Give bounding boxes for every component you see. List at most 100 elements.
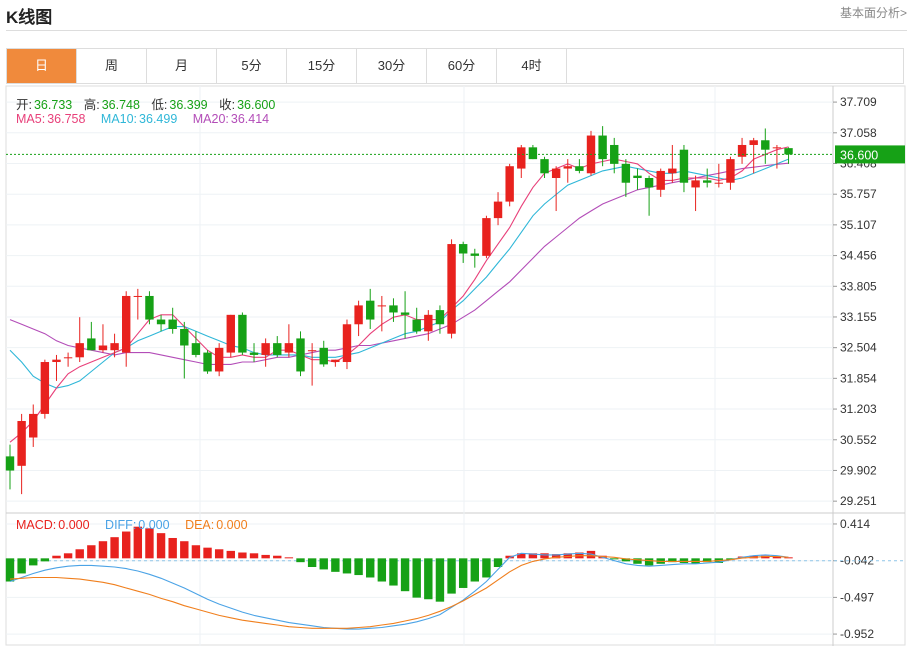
macd-bar	[703, 558, 712, 563]
candle-body	[5, 456, 15, 471]
macd-bar	[63, 553, 73, 559]
candle-body	[703, 180, 712, 183]
macd-bar	[238, 552, 247, 559]
candle-body	[284, 343, 294, 353]
tab-week[interactable]: 周	[77, 49, 147, 83]
y-tick-label: 32.504	[840, 341, 877, 355]
macd-bar	[389, 558, 398, 586]
macd-bar	[226, 550, 235, 559]
ma-info: MA5: 36.758 MA10: 36.499 MA20: 36.414	[16, 112, 271, 126]
macd-tick-label: -0.952	[840, 627, 874, 641]
page-title: K线图	[6, 8, 53, 27]
high-value: 36.748	[101, 98, 140, 112]
candle-body	[563, 166, 572, 169]
tab-day[interactable]: 日	[7, 49, 77, 83]
tab-60min[interactable]: 60分	[427, 49, 497, 83]
macd-bar	[633, 558, 642, 564]
candle-body	[517, 147, 526, 169]
macd-bar	[493, 558, 503, 568]
candle-body	[366, 300, 375, 320]
y-tick-label: 34.456	[840, 249, 877, 263]
low-label: 低:	[151, 98, 168, 112]
macd-bar	[87, 545, 96, 559]
candle-body	[656, 170, 665, 190]
ma10-line	[9, 158, 789, 389]
candle-body	[307, 350, 317, 352]
macd-label: MACD:	[16, 518, 57, 532]
diff-label: DIFF:	[105, 518, 137, 532]
header: K线图 基本面分析>	[0, 0, 913, 34]
candle-body	[679, 149, 689, 183]
macd-bar	[726, 558, 735, 560]
macd-bar	[563, 553, 572, 559]
candle-body	[156, 319, 166, 325]
macd-bar	[284, 557, 294, 559]
macd-bar	[319, 558, 328, 570]
candle-body	[505, 166, 514, 202]
diff-value: 0.000	[138, 518, 170, 532]
close-label: 收:	[219, 98, 236, 112]
dea-line	[9, 555, 789, 629]
macd-bar	[29, 558, 38, 566]
candle-body	[180, 328, 189, 346]
candle-body	[377, 305, 387, 307]
macd-bar	[447, 558, 456, 594]
candle-body	[470, 253, 479, 256]
candle-body	[540, 159, 549, 174]
tab-30min[interactable]: 30分	[357, 49, 427, 83]
candle-body	[63, 357, 73, 359]
candle-body	[29, 413, 38, 438]
y-tick-label: 33.805	[840, 279, 877, 293]
macd-bar	[679, 558, 689, 563]
macd-bar	[354, 558, 363, 576]
candle-body	[772, 147, 782, 149]
ma5-value: 36.758	[47, 112, 86, 126]
candle-body	[389, 305, 398, 313]
macd-bar	[621, 558, 631, 562]
candle-body	[691, 180, 700, 188]
fundamental-analysis-link[interactable]: 基本面分析>	[839, 6, 907, 20]
candle-body	[98, 345, 108, 351]
candle-body	[749, 140, 758, 145]
y-tick-label: 35.757	[840, 187, 877, 201]
candle-body	[342, 324, 352, 363]
macd-bar	[75, 549, 84, 559]
diff-line	[9, 552, 789, 630]
tab-5min[interactable]: 5分	[217, 49, 287, 83]
macd-bar	[540, 553, 549, 559]
macd-bar	[145, 528, 154, 559]
candle-body	[435, 310, 445, 325]
candle-body	[296, 338, 305, 372]
macd-bar	[470, 558, 479, 582]
macd-bar	[214, 549, 224, 559]
candle-body	[75, 343, 84, 358]
macd-bar	[180, 541, 189, 559]
candle-body	[249, 352, 259, 355]
ma20-value: 36.414	[230, 112, 270, 126]
candle-body	[226, 314, 235, 353]
candle-body	[633, 175, 642, 179]
y-tick-label: 31.203	[840, 402, 877, 416]
candle-body	[17, 420, 26, 466]
candle-body	[87, 338, 96, 351]
candle-body	[737, 144, 747, 157]
tab-month[interactable]: 月	[147, 49, 217, 83]
tab-4hour[interactable]: 4时	[497, 49, 567, 83]
candle-body	[551, 168, 561, 179]
macd-bar	[342, 558, 352, 574]
candle-body	[273, 343, 282, 355]
macd-bar	[110, 537, 119, 559]
y-tick-label: 37.058	[840, 126, 877, 140]
candle-body	[203, 352, 212, 372]
macd-bar	[273, 555, 282, 559]
candle-body	[214, 347, 224, 372]
candle-body	[598, 135, 607, 160]
candle-body	[40, 362, 50, 414]
candle-body	[110, 343, 119, 351]
macd-bar	[458, 558, 468, 588]
tab-15min[interactable]: 15分	[287, 49, 357, 83]
ma10-value: 36.499	[139, 112, 178, 126]
y-tick-label: 31.854	[840, 371, 877, 385]
candle-body	[261, 343, 270, 355]
